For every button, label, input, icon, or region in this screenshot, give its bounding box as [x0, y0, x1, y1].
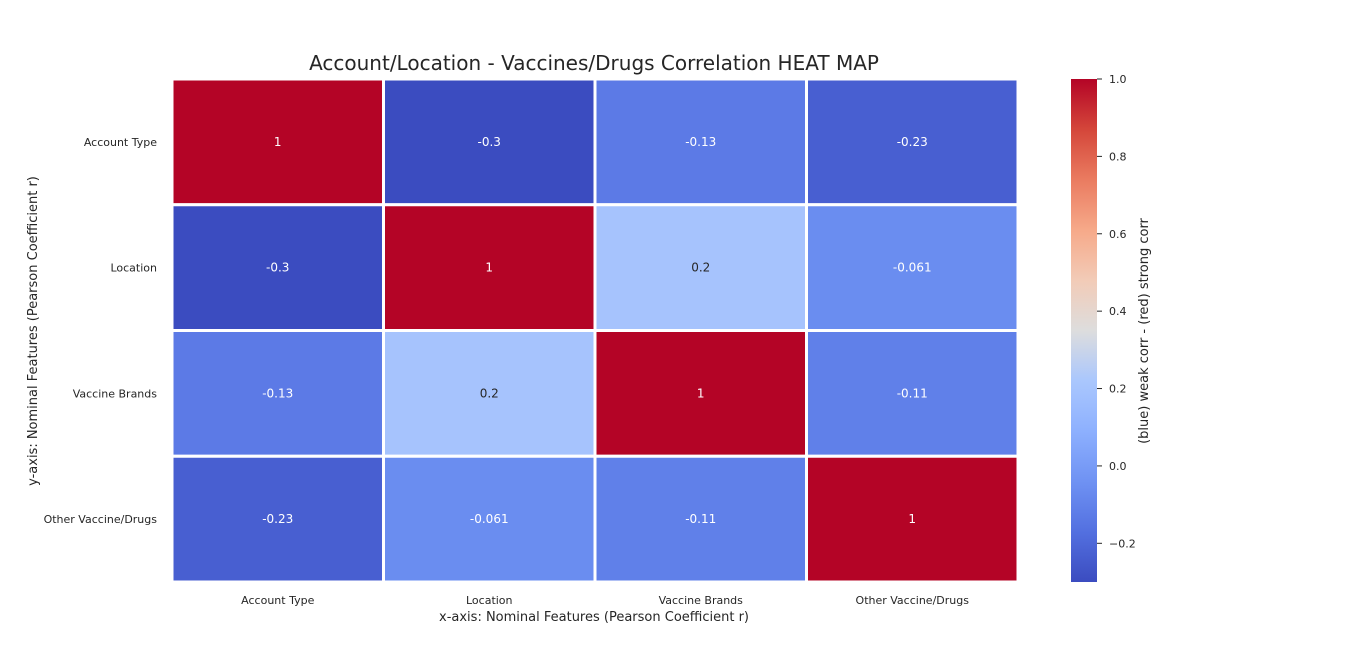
- heatmap-cell-label: -0.23: [262, 512, 293, 526]
- heatmap-cell-label: 0.2: [691, 261, 710, 275]
- heatmap-cell-labels: 1 -0.3 -0.13 -0.23 -0.3 1 0.2 -0.061 -0.13 0.2 1 -0…: [262, 135, 931, 526]
- colorbar: [1071, 79, 1097, 582]
- chart-title: Account/Location - Vaccines/Drugs Correl…: [309, 51, 879, 75]
- x-axis-tick-labels: Account Type Location Vaccine Brands Other …: [241, 594, 969, 607]
- heatmap-cell-label: -0.13: [262, 386, 293, 400]
- colorbar-label: (blue) weak corr - (red) strong corr: [1137, 217, 1152, 443]
- heatmap-cell: [805, 77, 1020, 207]
- y-axis-tick-label: Account Type: [84, 136, 157, 149]
- heatmap-cell-label: 0.2: [480, 386, 499, 400]
- y-axis-tick-label: Vaccine Brands: [73, 387, 158, 400]
- colorbar-tick-label: 0.0: [1109, 460, 1127, 473]
- heatmap-cell-label: -0.11: [897, 386, 928, 400]
- heatmap-cell-label: -0.11: [685, 512, 716, 526]
- heatmap-cell: [170, 77, 385, 207]
- colorbar-tick-label: 0.4: [1109, 305, 1127, 318]
- heatmap-cell-label: -0.061: [893, 261, 932, 275]
- heatmap-cell-label: 1: [274, 135, 282, 149]
- heatmap-cell: [805, 203, 1020, 332]
- y-axis-label: y-axis: Nominal Features (Pearson Coeffi…: [26, 176, 41, 486]
- colorbar-tick-label: −0.2: [1109, 537, 1136, 550]
- heatmap-cell: [805, 329, 1020, 458]
- heatmap-cell-label: 1: [908, 512, 916, 526]
- heatmap-cell-label: -0.13: [685, 135, 716, 149]
- colorbar-tick-label: 0.8: [1109, 150, 1127, 163]
- heatmap-cell-label: 1: [485, 261, 493, 275]
- x-axis-tick-label: Vaccine Brands: [659, 594, 744, 607]
- x-axis-tick-label: Account Type: [241, 594, 314, 607]
- heatmap-cell: [593, 77, 808, 207]
- colorbar-tick-label: 1.0: [1109, 73, 1127, 86]
- heatmap-cells: [170, 77, 1020, 584]
- colorbar-tick-label: 0.6: [1109, 228, 1127, 241]
- x-axis-tick-label: Location: [466, 594, 513, 607]
- heatmap-cell: [382, 454, 597, 584]
- x-axis-tick-label: Other Vaccine/Drugs: [856, 594, 970, 607]
- colorbar-tick-label: 0.2: [1109, 383, 1127, 396]
- heatmap-cell: [382, 203, 597, 332]
- colorbar-ticks: 1.0 0.8 0.6 0.4 0.2 0.0 −0.2: [1097, 73, 1136, 550]
- heatmap-cell-label: -0.3: [478, 135, 501, 149]
- y-axis-tick-label: Location: [110, 262, 157, 275]
- heatmap-cell-label: -0.3: [266, 261, 289, 275]
- y-axis-tick-label: Other Vaccine/Drugs: [44, 513, 158, 526]
- heatmap-cell-label: -0.061: [470, 512, 509, 526]
- heatmap-cell: [805, 454, 1020, 584]
- heatmap-cell: [382, 77, 597, 207]
- x-axis-label: x-axis: Nominal Features (Pearson Coeffi…: [439, 610, 749, 625]
- heatmap-cell-label: 1: [697, 386, 705, 400]
- heatmap-cell: [170, 454, 385, 584]
- y-axis-tick-labels: Account Type Location Vaccine Brands Other …: [44, 136, 158, 526]
- heatmap-cell: [382, 329, 597, 458]
- heatmap-cell-label: -0.23: [897, 135, 928, 149]
